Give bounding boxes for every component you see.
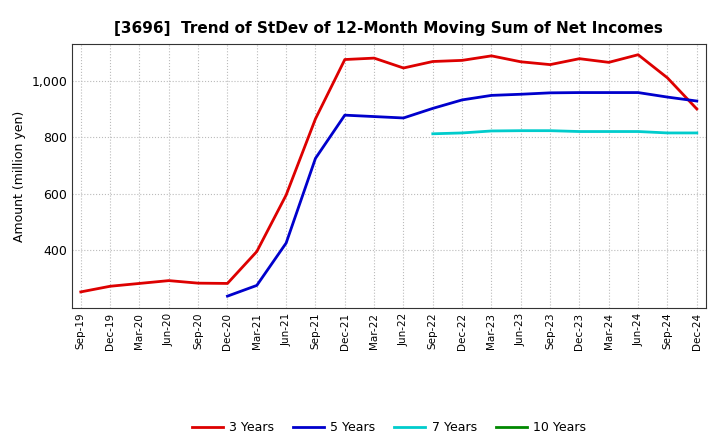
3 Years [282,192,290,198]
5 Years [311,156,320,161]
Title: [3696]  Trend of StDev of 12-Month Moving Sum of Net Incomes: [3696] Trend of StDev of 12-Month Moving… [114,21,663,36]
5 Years [634,90,642,95]
Legend: 3 Years, 5 Years, 7 Years, 10 Years: 3 Years, 5 Years, 7 Years, 10 Years [186,416,591,439]
3 Years [663,75,672,81]
Line: 3 Years: 3 Years [81,55,697,292]
7 Years [663,130,672,136]
5 Years [253,283,261,288]
5 Years [487,93,496,98]
5 Years [663,95,672,100]
7 Years [575,129,584,134]
5 Years [516,92,525,97]
3 Years [223,281,232,286]
3 Years [487,53,496,59]
7 Years [487,128,496,134]
3 Years [516,59,525,64]
5 Years [282,240,290,246]
3 Years [546,62,554,67]
5 Years [428,106,437,111]
5 Years [605,90,613,95]
3 Years [341,57,349,62]
7 Years [516,128,525,133]
Line: 7 Years: 7 Years [433,131,697,134]
3 Years [575,56,584,61]
Y-axis label: Amount (million yen): Amount (million yen) [13,110,26,242]
3 Years [370,55,379,61]
5 Years [693,99,701,104]
5 Years [546,90,554,95]
3 Years [164,278,173,283]
3 Years [634,52,642,57]
3 Years [194,281,202,286]
3 Years [458,58,467,63]
5 Years [458,97,467,103]
3 Years [605,60,613,65]
7 Years [546,128,554,133]
3 Years [428,59,437,64]
5 Years [223,293,232,299]
3 Years [693,106,701,112]
5 Years [399,115,408,121]
3 Years [135,281,144,286]
7 Years [458,130,467,136]
7 Years [428,131,437,136]
3 Years [253,249,261,254]
5 Years [575,90,584,95]
3 Years [106,284,114,289]
3 Years [76,289,85,294]
7 Years [634,129,642,134]
5 Years [341,113,349,118]
3 Years [311,116,320,121]
3 Years [399,66,408,71]
5 Years [370,114,379,119]
7 Years [605,129,613,134]
Line: 5 Years: 5 Years [228,92,697,296]
7 Years [693,130,701,136]
